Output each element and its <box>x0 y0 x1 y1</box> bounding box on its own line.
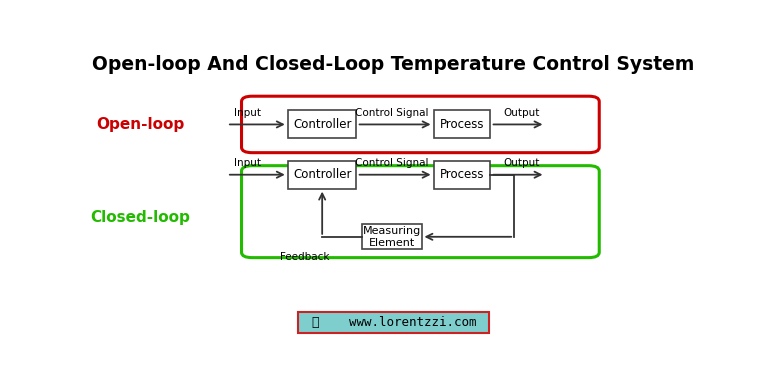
Text: Output: Output <box>503 158 540 168</box>
Text: Controller: Controller <box>293 118 352 131</box>
Text: Output: Output <box>503 108 540 118</box>
Text: Process: Process <box>440 168 485 181</box>
Text: Process: Process <box>440 118 485 131</box>
Text: 🔍: 🔍 <box>311 316 319 329</box>
Text: Input: Input <box>234 158 261 168</box>
Text: www.lorentzzi.com: www.lorentzzi.com <box>334 316 477 329</box>
FancyBboxPatch shape <box>288 161 356 189</box>
Text: Controller: Controller <box>293 168 352 181</box>
Text: Closed-loop: Closed-loop <box>91 210 190 225</box>
Text: Open-loop And Closed-Loop Temperature Control System: Open-loop And Closed-Loop Temperature Co… <box>92 55 695 74</box>
FancyBboxPatch shape <box>288 110 356 139</box>
Text: Control Signal: Control Signal <box>355 108 429 118</box>
FancyBboxPatch shape <box>298 312 488 333</box>
FancyBboxPatch shape <box>362 224 422 249</box>
FancyBboxPatch shape <box>434 110 490 139</box>
Text: Control Signal: Control Signal <box>355 158 429 168</box>
FancyBboxPatch shape <box>434 161 490 189</box>
Text: Feedback: Feedback <box>280 252 329 262</box>
Text: Open-loop: Open-loop <box>97 117 185 132</box>
Text: Measuring
Element: Measuring Element <box>362 226 421 248</box>
Text: Input: Input <box>234 108 261 118</box>
